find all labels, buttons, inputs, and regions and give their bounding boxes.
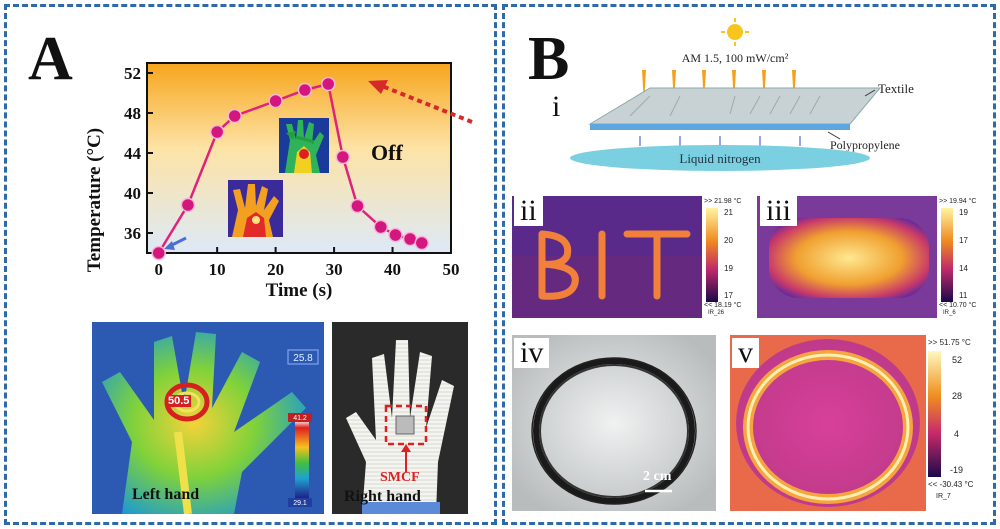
- inset-thermal-hand-hot: [279, 118, 329, 173]
- sub-label-v: v: [732, 338, 759, 368]
- thermal-v-max: >> 51.75 °C: [928, 338, 971, 347]
- thermal-v-tick: 52: [952, 355, 963, 365]
- y-tick-label: 44: [124, 144, 142, 163]
- data-point: [180, 197, 196, 213]
- x-tick-label: 50: [443, 260, 460, 279]
- thermal-v-tick: -19: [950, 465, 964, 475]
- x-tick-label: 10: [209, 260, 226, 279]
- data-point: [209, 124, 225, 140]
- schematic-i: AM 1.5, 100 mW/cm² Textile Polypropylene…: [570, 18, 914, 171]
- data-point: [151, 245, 166, 261]
- thermal-iii-tick: 14: [959, 264, 968, 273]
- thermal-image-ii: >> 21.98 °C 21 20 19 17 << 18.19 °C IR_2…: [512, 196, 744, 318]
- y-tick-label: 36: [124, 224, 141, 243]
- thermal-v-file: IR_7: [936, 493, 951, 500]
- thermal-v-tick: 28: [952, 391, 963, 401]
- data-point: [373, 219, 389, 235]
- data-point: [350, 198, 365, 214]
- thermal-ii-tick: 20: [724, 236, 733, 245]
- light-label: AM 1.5, 100 mW/cm²: [682, 51, 789, 65]
- x-tick-label: 30: [326, 260, 343, 279]
- left-hand-scale-min: 29.1: [293, 500, 307, 507]
- thermal-ii-max: >> 21.98 °C: [704, 198, 742, 205]
- left-hand-scale-top: 25.8: [293, 353, 313, 364]
- x-tick-label: 0: [154, 260, 163, 279]
- sub-label-iii: iii: [760, 196, 798, 226]
- data-point: [268, 93, 283, 109]
- thermal-ii-tick: 17: [724, 291, 733, 300]
- scale-bar-label: 2 cm: [643, 469, 672, 484]
- thermal-image-v: >> 51.75 °C 52 28 4 -19 << -30.43 °C IR_…: [730, 335, 982, 511]
- panel-a-letter: A: [28, 25, 73, 93]
- thermal-v-tick: 4: [954, 429, 960, 439]
- panel-b-frame: [502, 4, 996, 525]
- inset-thermal-hand-initial: [228, 180, 283, 237]
- sub-label-iv: iv: [514, 338, 550, 368]
- liquid-nitrogen: [570, 145, 870, 171]
- x-tick-label: 40: [384, 260, 401, 279]
- y-tick-label: 40: [124, 184, 141, 203]
- thermal-iii-tick: 11: [959, 291, 968, 300]
- hotspot-value: 50.5: [166, 395, 192, 407]
- thermal-iii-tick: 17: [959, 236, 968, 245]
- textile-label: Textile: [878, 81, 914, 96]
- off-label: Off: [371, 140, 403, 165]
- right-hand-glove-photo: SMCF Right hand: [332, 322, 468, 514]
- y-axis-label: Temperature (°C): [84, 128, 105, 272]
- thermal-iii-tick: 19: [959, 208, 968, 217]
- y-tick-label: 48: [124, 104, 141, 123]
- sample-label: SMCF: [380, 470, 420, 485]
- textile-layer: [588, 87, 882, 125]
- green-arrow: [295, 135, 315, 144]
- thermal-ii-tick: 21: [724, 208, 733, 217]
- panel-b-letter: B: [528, 25, 570, 93]
- thermal-iii-min: << 10.70 °C: [939, 302, 977, 309]
- panel-a-frame: [4, 4, 497, 525]
- red-dotted-arrow: [368, 80, 473, 124]
- right-hand-label: Right hand: [344, 488, 421, 505]
- data-point: [297, 82, 313, 98]
- x-axis-label: Time (s): [266, 280, 333, 301]
- thermal-ii-tick: 19: [724, 264, 733, 273]
- left-hand-thermal: 25.8 41.2 29.1 50.5 Left hand: [92, 322, 324, 514]
- thermal-iii-max: >> 19.94 °C: [939, 198, 977, 205]
- left-hand-scale-max: 41.2: [293, 415, 307, 422]
- left-hand-label: Left hand: [132, 486, 200, 503]
- polypropylene-label: Polypropylene: [830, 138, 900, 152]
- data-point: [414, 235, 430, 251]
- thermal-ii-file: IR_26: [708, 310, 725, 316]
- thermal-iii-file: IR_6: [943, 310, 956, 316]
- data-point: [388, 227, 403, 243]
- nitrogen-label: Liquid nitrogen: [679, 151, 761, 166]
- x-tick-label: 20: [267, 260, 284, 279]
- sub-label-ii: ii: [514, 196, 543, 226]
- y-tick-label: 52: [124, 64, 141, 83]
- data-point: [335, 149, 351, 165]
- data-point: [227, 108, 242, 124]
- sub-label-i: i: [546, 92, 567, 122]
- data-point: [320, 76, 336, 92]
- thermal-v-min: << -30.43 °C: [928, 480, 974, 489]
- thermal-ii-min: << 18.19 °C: [704, 302, 742, 309]
